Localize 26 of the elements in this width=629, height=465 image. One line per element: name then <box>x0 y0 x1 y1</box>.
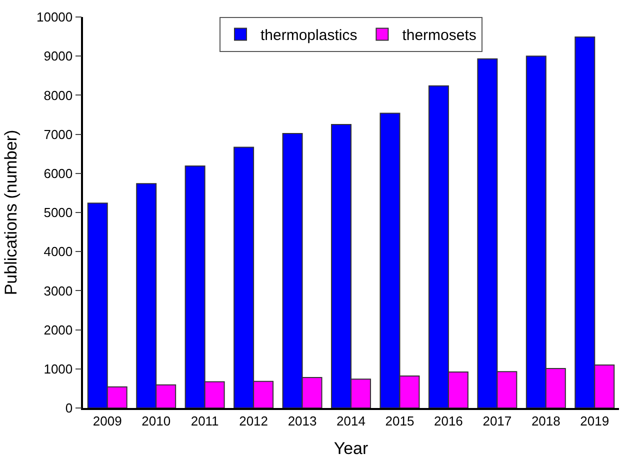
legend-label: thermosets <box>402 27 476 44</box>
x-axis-title: Year <box>334 439 369 458</box>
y-tick-label: 7000 <box>44 126 73 142</box>
y-tick-label: 4000 <box>44 244 73 260</box>
y-tick-label: 6000 <box>44 166 73 181</box>
y-tick-label: 3000 <box>44 283 73 298</box>
x-tick-label: 2016 <box>434 413 463 428</box>
x-tick-label: 2011 <box>190 413 219 428</box>
y-tick-label: 2000 <box>44 322 73 338</box>
y-axis-title: Publications (number) <box>2 130 21 296</box>
y-tick-label: 10000 <box>36 10 73 25</box>
y-tick-label: 5000 <box>44 205 73 220</box>
x-tick-label: 2012 <box>239 413 268 428</box>
y-tick-label: 8000 <box>44 88 73 103</box>
x-tick-label: 2009 <box>92 413 122 428</box>
x-tick-label: 2014 <box>336 413 366 428</box>
x-tick-label: 2017 <box>482 413 512 428</box>
y-tick-label: 9000 <box>44 48 73 64</box>
y-tick-label: 0 <box>65 400 73 416</box>
x-tick-label: 2019 <box>580 413 610 428</box>
y-tick-label: 1000 <box>44 361 73 376</box>
x-tick-label: 2015 <box>385 413 414 428</box>
x-tick-label: 2018 <box>531 413 560 428</box>
legend-label: thermoplastics <box>260 27 358 44</box>
x-tick-label: 2013 <box>288 413 317 428</box>
x-tick-label: 2010 <box>142 413 171 428</box>
